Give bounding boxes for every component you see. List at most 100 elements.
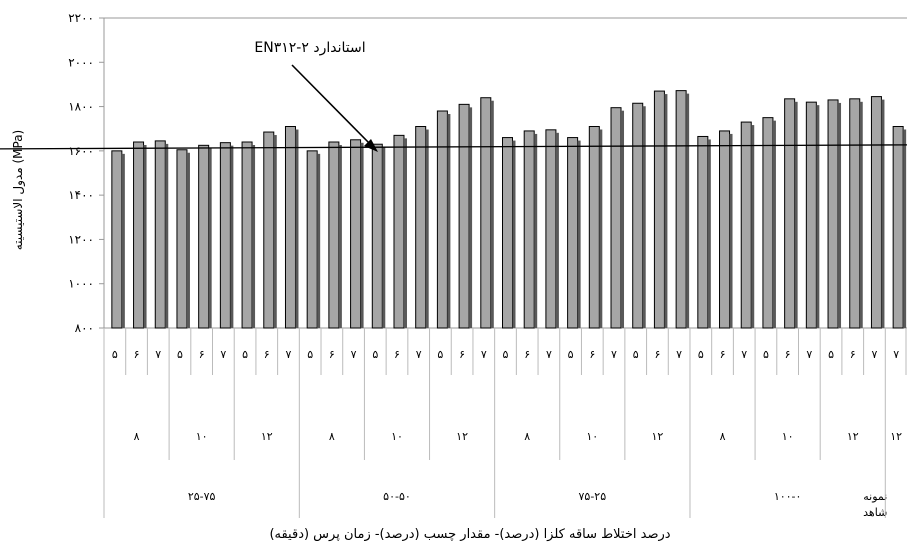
x-tick-label: ۷ <box>155 348 161 361</box>
bar-body <box>523 130 535 329</box>
bar <box>436 110 451 329</box>
glue-group-label: ۱۰ <box>196 430 208 443</box>
bar-body <box>111 150 123 329</box>
x-tick-label: ۷ <box>611 348 617 361</box>
x-tick-label: ۵ <box>177 348 183 361</box>
bar-shadow <box>360 142 364 328</box>
bar-shadow <box>382 147 386 328</box>
bar-shadow <box>881 99 885 328</box>
bar-shadow <box>230 145 234 328</box>
glue-group-label: ۱۲ <box>890 430 902 443</box>
x-tick-label: ۷ <box>481 348 487 361</box>
bar-body <box>567 137 579 329</box>
bar <box>892 126 907 329</box>
glue-group-label: ۸ <box>524 430 530 443</box>
bar-shadow <box>512 140 516 328</box>
y-tick-label: ۲۲۰۰ <box>68 11 94 25</box>
glue-group-label: ۸ <box>720 430 726 443</box>
bar <box>371 143 386 329</box>
bar-shadow <box>338 145 342 328</box>
x-tick-label: ۶ <box>589 348 595 361</box>
x-tick-label: ۵ <box>568 348 574 361</box>
bar <box>827 99 842 329</box>
bar-body <box>632 102 644 329</box>
bar-shadow <box>165 143 169 328</box>
bar-body <box>393 134 405 329</box>
bar <box>480 97 494 329</box>
bar <box>176 149 190 329</box>
bar <box>502 137 516 329</box>
x-tick-label: ۶ <box>264 348 270 361</box>
bar <box>545 129 559 329</box>
bar-body <box>263 131 275 329</box>
y-tick-label: ۱۸۰۰ <box>68 100 94 114</box>
bar-body <box>328 141 340 329</box>
bar <box>740 121 755 329</box>
mix-group-label: ۲۵-۷۵ <box>188 490 216 503</box>
bar-body <box>480 97 492 329</box>
bar-body <box>458 103 470 329</box>
bar-shadow <box>208 148 212 328</box>
bar <box>415 126 429 329</box>
bar <box>458 103 473 329</box>
reference-label: استاندارد ۲-EN۳۱۲ <box>254 40 365 56</box>
bar-body <box>306 150 318 329</box>
y-axis-label: مدول الاستیسیته (MPa) <box>11 130 26 251</box>
bar-body <box>415 126 427 329</box>
x-tick-label: ۵ <box>242 348 248 361</box>
bar-shadow <box>143 145 147 328</box>
bar <box>198 144 212 329</box>
reference-arrow-head <box>364 139 378 152</box>
bar-shadow <box>664 94 668 328</box>
bar <box>111 150 125 329</box>
glue-group-label: ۱۰ <box>391 430 403 443</box>
x-tick-label: ۵ <box>503 348 509 361</box>
bar-body <box>436 110 448 329</box>
bar <box>241 141 256 329</box>
y-tick-label: ۱۶۰۰ <box>68 144 94 158</box>
bar <box>719 130 733 329</box>
x-tick-label: ۵ <box>437 348 443 361</box>
bar <box>675 90 690 329</box>
bar-shadow <box>534 133 538 328</box>
y-tick-label: ۱۰۰۰ <box>68 277 94 291</box>
y-tick-label: ۲۰۰۰ <box>68 55 94 69</box>
x-tick-label: ۷ <box>871 348 877 361</box>
bar-body <box>762 117 774 329</box>
bar-shadow <box>490 100 494 328</box>
bar-body <box>219 142 231 329</box>
bar-shadow <box>707 139 711 328</box>
bar-body <box>502 137 513 329</box>
x-tick-label: ۵ <box>698 348 704 361</box>
x-tick-label: ۵ <box>372 348 378 361</box>
bar-body <box>870 96 882 329</box>
bar-body <box>805 101 817 329</box>
x-axis-label: درصد اختلاط ساقه کلزا (درصد)- مقدار چسب … <box>269 527 670 542</box>
x-tick-label: ۶ <box>524 348 530 361</box>
bar-shadow <box>121 153 125 328</box>
bar-body <box>697 135 709 329</box>
x-tick-label: ۵ <box>828 348 834 361</box>
x-tick-label: ۶ <box>459 348 465 361</box>
x-tick-label: ۶ <box>850 348 856 361</box>
bar <box>133 141 147 329</box>
bar <box>284 126 299 329</box>
bar-body <box>350 139 362 329</box>
bar <box>653 90 668 329</box>
bar <box>849 98 863 329</box>
reference-line-group: استاندارد ۲-EN۳۱۲ <box>0 40 907 152</box>
x-tick-label: ۷ <box>741 348 747 361</box>
bar-body <box>740 121 752 329</box>
x-tick-label: ۷ <box>416 348 422 361</box>
x-tick-label: ۷ <box>286 348 292 361</box>
bar-shadow <box>186 152 190 328</box>
x-tick-label: ۷ <box>351 348 357 361</box>
bar-body <box>198 144 210 329</box>
mix-group-label: ۷۵-۲۵ <box>579 490 607 503</box>
glue-group-label: ۱۰ <box>782 430 794 443</box>
x-tick-label: ۵ <box>112 348 118 361</box>
bar-shadow <box>317 153 321 328</box>
glue-group-label: ۱۲ <box>652 430 664 443</box>
bar-shadow <box>555 132 559 328</box>
reference-line <box>0 144 907 150</box>
